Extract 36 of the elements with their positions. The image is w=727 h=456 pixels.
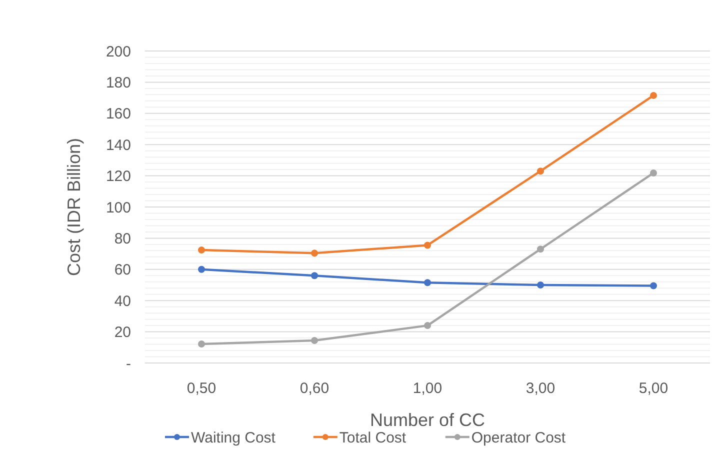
y-tick-label: 20 xyxy=(114,324,131,342)
point xyxy=(311,337,318,344)
x-tick-label: 0,60 xyxy=(300,380,330,397)
x-axis-title: Number of CC xyxy=(370,410,486,430)
point xyxy=(537,168,544,175)
y-tick-label: 160 xyxy=(106,106,131,123)
legend-label: Total Cost xyxy=(339,429,407,446)
point xyxy=(198,340,205,348)
y-tick-label: 40 xyxy=(114,292,131,310)
point xyxy=(424,279,431,286)
x-tick-label: 0,50 xyxy=(186,380,216,397)
point xyxy=(311,272,318,280)
point xyxy=(650,92,657,99)
x-tick-label: 3,00 xyxy=(526,380,556,397)
y-axis-title: Cost (IDR Billion) xyxy=(64,138,84,276)
point xyxy=(424,322,431,330)
x-tick-label: 5,00 xyxy=(638,380,668,397)
y-tick-label: 180 xyxy=(106,74,131,92)
y-tick-label: 60 xyxy=(114,262,131,279)
y-tick-label: 100 xyxy=(106,199,131,216)
point xyxy=(424,242,431,249)
point xyxy=(198,246,205,254)
y-tick-label: - xyxy=(126,355,131,372)
y-tick-label: 200 xyxy=(106,43,131,60)
y-tick-label: 80 xyxy=(114,230,131,248)
point xyxy=(311,250,318,257)
x-tick-label: 1,00 xyxy=(412,380,442,397)
legend-label: Operator Cost xyxy=(471,429,566,446)
point xyxy=(650,169,657,176)
point xyxy=(537,282,544,288)
point xyxy=(650,282,657,290)
point xyxy=(537,246,544,253)
y-tick-label: 120 xyxy=(106,168,131,186)
legend-label: Waiting Cost xyxy=(191,429,276,446)
point xyxy=(198,266,205,273)
y-tick-label: 140 xyxy=(106,136,131,154)
